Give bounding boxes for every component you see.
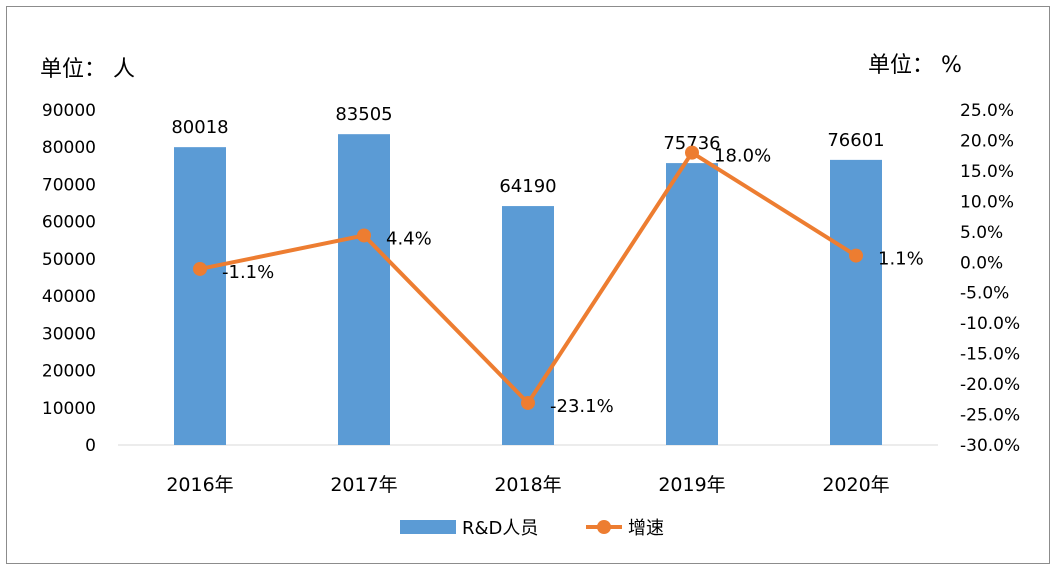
bar-data-label: 83505 — [335, 104, 392, 125]
right-axis-tick: 25.0% — [960, 101, 1014, 121]
line-data-label: 18.0% — [714, 146, 771, 167]
left-axis-tick: 60000 — [42, 213, 96, 233]
line-data-label: -23.1% — [550, 396, 614, 417]
left-axis-tick: 80000 — [42, 138, 96, 158]
line-point — [357, 228, 371, 243]
right-axis-tick: 15.0% — [960, 162, 1014, 182]
bar — [338, 134, 390, 445]
bar-data-label: 76601 — [827, 130, 884, 151]
line-data-label: 4.4% — [386, 228, 432, 249]
left-axis-tick: 50000 — [42, 250, 96, 270]
right-axis-tick: 10.0% — [960, 192, 1014, 212]
x-axis-tick: 2016年 — [166, 474, 233, 496]
line-point — [193, 261, 207, 276]
legend: R&D人员 增速 — [400, 518, 664, 539]
right-axis-tick: -5.0% — [960, 284, 1009, 304]
left-axis-unit-label: 单位： 人 — [40, 57, 135, 82]
left-axis-tick: 70000 — [42, 175, 96, 195]
left-axis-tick: 0 — [85, 436, 96, 456]
right-axis-tick: -20.0% — [960, 375, 1020, 395]
x-axis-ticks: 2016年 2017年 2018年 2019年 2020年 — [166, 474, 889, 496]
bar-data-label: 80018 — [171, 117, 228, 138]
line-series — [193, 145, 863, 410]
legend-swatch-marker — [597, 520, 611, 534]
legend-swatch-bar — [400, 520, 456, 534]
line-data-label: 1.1% — [878, 249, 924, 270]
x-axis-tick: 2020年 — [822, 474, 889, 496]
left-axis-ticks: 0 10000 20000 30000 40000 50000 60000 70000 8000… — [42, 101, 96, 456]
x-axis-tick: 2017年 — [330, 474, 397, 496]
bar-data-label: 64190 — [499, 176, 556, 197]
right-axis-ticks: -30.0% -25.0% -20.0% -15.0% -10.0% -5.0% 0.0% 5… — [960, 101, 1020, 456]
x-axis-tick: 2018年 — [494, 474, 561, 496]
left-axis-tick: 90000 — [42, 101, 96, 121]
right-axis-tick: -10.0% — [960, 314, 1020, 334]
legend-label-line: 增速 — [628, 518, 664, 539]
right-axis-tick: -15.0% — [960, 345, 1020, 365]
bar-series — [174, 134, 882, 446]
line-data-label: -1.1% — [222, 262, 274, 283]
right-axis-tick: 5.0% — [960, 223, 1003, 243]
legend-label-bar: R&D人员 — [462, 518, 538, 539]
bar — [830, 159, 882, 445]
left-axis-tick: 10000 — [42, 399, 96, 419]
right-axis-tick: -25.0% — [960, 406, 1020, 426]
left-axis-tick: 20000 — [42, 362, 96, 382]
line-point — [849, 248, 863, 263]
right-axis-unit-label: 单位： % — [868, 53, 962, 78]
bar-data-labels: 80018 83505 64190 75736 76601 — [171, 104, 884, 197]
line-point — [685, 145, 699, 160]
right-axis-tick: 0.0% — [960, 253, 1003, 273]
left-axis-tick: 40000 — [42, 287, 96, 307]
x-axis-tick: 2019年 — [658, 474, 725, 496]
line-data-labels: -1.1% 4.4% -23.1% 18.0% 1.1% — [222, 146, 924, 417]
bar — [174, 147, 226, 446]
right-axis-tick: 20.0% — [960, 131, 1014, 151]
bar-data-label: 75736 — [663, 133, 720, 154]
line-point — [521, 395, 535, 410]
right-axis-tick: -30.0% — [960, 436, 1020, 456]
left-axis-tick: 30000 — [42, 324, 96, 344]
bar — [666, 163, 718, 445]
